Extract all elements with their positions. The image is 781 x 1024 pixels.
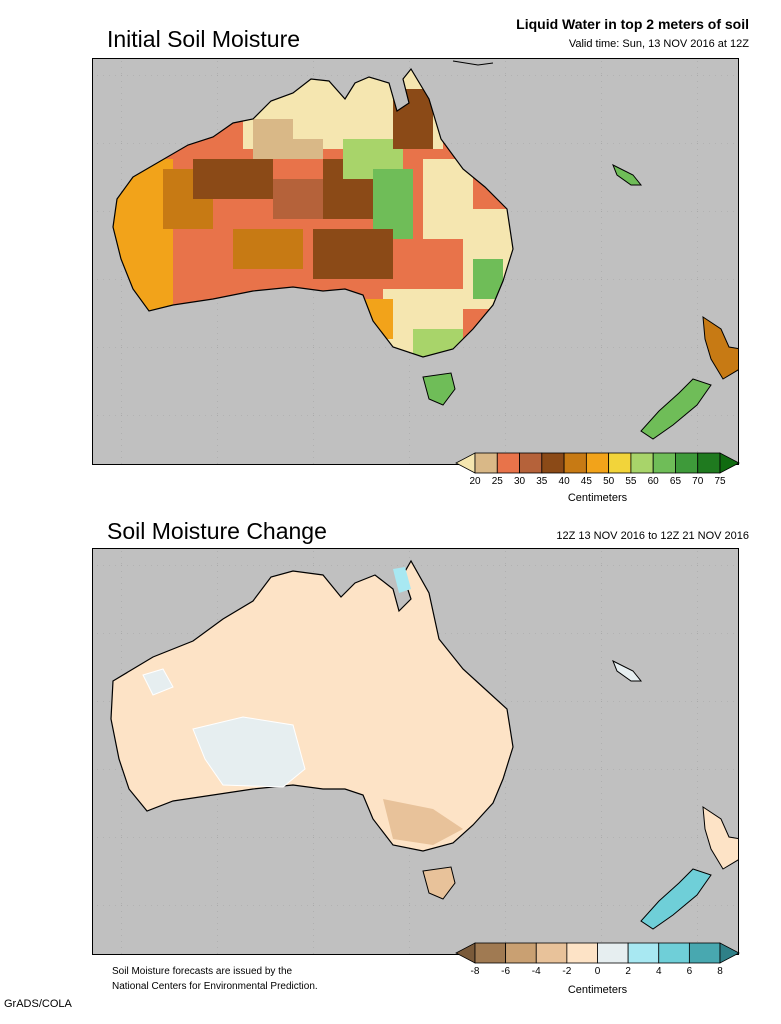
variable-subtitle: Liquid Water in top 2 meters of soil — [516, 16, 749, 32]
colorbar-bottom-svg — [455, 942, 740, 964]
southeast-decrease — [383, 799, 463, 845]
colorbar-swatch — [597, 942, 629, 964]
soil-moisture-change-map — [92, 548, 739, 955]
colorbar-swatch — [505, 942, 537, 964]
colorbar-swatch — [608, 452, 632, 474]
near-zero-change-region — [192, 716, 306, 788]
initial-soil-moisture-map — [92, 58, 739, 465]
colorbar-top-units: Centimeters — [567, 492, 628, 504]
colorbar-tick-label: 55 — [625, 476, 637, 487]
nz-south-island-change — [640, 868, 712, 930]
colorbar-swatch — [566, 942, 598, 964]
ncep-footnote: Soil Moisture forecasts are issued by th… — [112, 964, 318, 994]
colorbar-tick-label: 25 — [491, 476, 503, 487]
colorbar-swatch — [630, 452, 654, 474]
colorbar-swatch — [474, 452, 498, 474]
tasmania-change — [422, 866, 456, 900]
footnote-line-2: National Centers for Environmental Predi… — [112, 981, 318, 992]
colorbar-swatch — [563, 452, 587, 474]
colorbar-bottom: -8 -6 -4 -2 0 2 4 6 8 Centimeters — [455, 942, 740, 1002]
colorbar-tick-label: -4 — [531, 966, 541, 977]
colorbar-tick-label: 0 — [594, 966, 601, 977]
colorbar-top-svg — [455, 452, 740, 474]
colorbar-swatch — [535, 942, 568, 964]
colorbar-tick-label: -8 — [470, 966, 480, 977]
colorbar-swatch — [658, 942, 690, 964]
time-range-label: 12Z 13 NOV 2016 to 12Z 21 NOV 2016 — [556, 530, 749, 542]
colorbar-top: 20 25 30 35 40 45 50 55 60 65 70 75 Centimeters — [455, 452, 740, 504]
colorbar-tick-label: 4 — [655, 966, 662, 977]
new-guinea-coast — [452, 60, 494, 66]
colorbar-swatch — [541, 452, 565, 474]
colorbar-tick-label: 35 — [536, 476, 548, 487]
colorbar-swatch — [688, 942, 721, 964]
colorbar-tick-label: -6 — [501, 966, 511, 977]
colorbar-tick-label: 45 — [580, 476, 592, 487]
colorbar-swatch — [675, 452, 699, 474]
nz-north-island-change — [702, 806, 738, 870]
map-svg-top — [93, 59, 738, 464]
colorbar-tick-label: -2 — [562, 966, 572, 977]
valid-time-label: Valid time: Sun, 13 NOV 2016 at 12Z — [568, 38, 749, 50]
cape-york-increase — [393, 567, 411, 593]
colorbar-tick-label: 6 — [686, 966, 693, 977]
nz-south-island — [640, 378, 712, 440]
tasmania — [422, 372, 456, 406]
colorbar-swatch — [496, 452, 520, 474]
colorbar-swatch-low-extend — [455, 942, 476, 964]
australia-coastline — [112, 67, 514, 358]
colorbar-tick-label: 70 — [692, 476, 704, 487]
page-title-initial-soil-moisture: Initial Soil Moisture — [107, 26, 301, 52]
new-caledonia-change — [612, 659, 643, 682]
colorbar-top-tick-labels: 20 25 30 35 40 45 50 55 60 65 70 75 — [455, 476, 740, 490]
colorbar-swatch-high-extend — [719, 452, 740, 474]
grads-credit: GrADS/COLA — [4, 998, 72, 1010]
colorbar-swatch — [652, 452, 676, 474]
colorbar-tick-label: 30 — [513, 476, 526, 487]
colorbar-swatch — [627, 942, 660, 964]
near-zero-change-region-west — [142, 668, 174, 696]
colorbar-swatch — [474, 942, 507, 964]
colorbar-tick-label: 2 — [625, 966, 631, 977]
colorbar-bottom-tick-labels: -8 -6 -4 -2 0 2 4 6 8 — [455, 966, 740, 980]
colorbar-swatch — [697, 452, 721, 474]
colorbar-tick-label: 65 — [669, 476, 682, 487]
colorbar-tick-label: 40 — [558, 476, 570, 487]
colorbar-swatch — [519, 452, 543, 474]
footnote-line-1: Soil Moisture forecasts are issued by th… — [112, 966, 293, 977]
colorbar-tick-label: 20 — [469, 476, 481, 487]
colorbar-tick-label: 75 — [714, 476, 726, 487]
colorbar-bottom-units: Centimeters — [567, 984, 628, 996]
australia-change-fill — [110, 559, 514, 852]
colorbar-tick-label: 8 — [717, 966, 723, 977]
colorbar-tick-label: 50 — [603, 476, 615, 487]
colorbar-swatch-high-extend — [719, 942, 740, 964]
map-svg-bottom — [93, 549, 738, 954]
nz-north-island — [702, 316, 738, 380]
colorbar-tick-label: 60 — [647, 476, 659, 487]
colorbar-swatch-low-extend — [455, 452, 476, 474]
colorbar-swatch — [585, 452, 610, 474]
new-caledonia — [612, 163, 643, 186]
page-title-soil-moisture-change: Soil Moisture Change — [107, 518, 327, 544]
